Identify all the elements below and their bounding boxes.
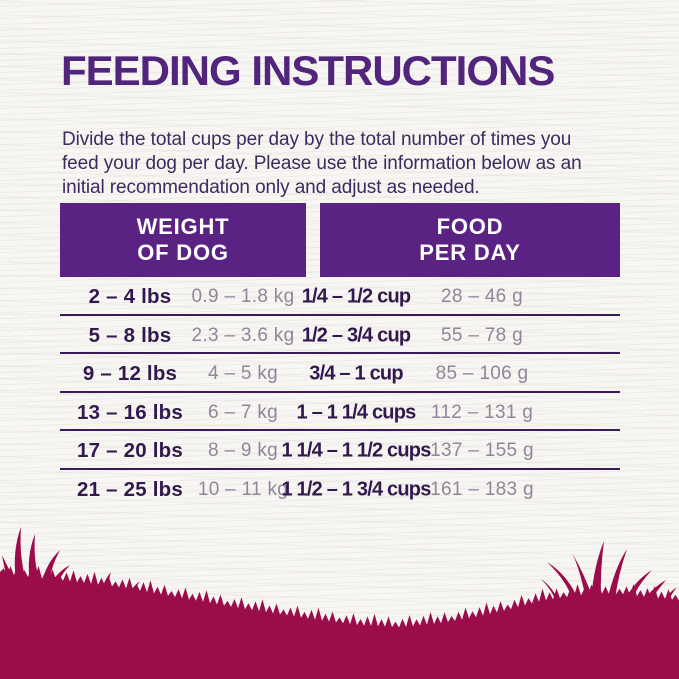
table-row: 2 – 4 lbs 0.9 – 1.8 kg 1/4 – 1/2 cup 28 … bbox=[60, 277, 620, 316]
food-cups-cell: 1 1/2 – 1 3/4 cups bbox=[281, 478, 431, 501]
grass-blade-icon bbox=[607, 549, 627, 601]
weight-lbs-cell: 17 – 20 lbs bbox=[77, 439, 183, 463]
grass-blade-icon bbox=[2, 555, 14, 580]
weight-lbs-cell: 9 – 12 lbs bbox=[82, 362, 178, 386]
food-grams-cell: 137 – 155 g bbox=[430, 440, 534, 462]
table-row: 13 – 16 lbs 6 – 7 kg 1 – 1 1/4 cups 112 … bbox=[60, 393, 620, 431]
grass-blade-icon bbox=[49, 565, 70, 586]
grass-blade-icon bbox=[541, 579, 560, 604]
grass-blade-icon bbox=[547, 562, 579, 601]
food-grams-cell: 85 – 106 g bbox=[435, 363, 529, 385]
food-cups-cell: 1/2 – 3/4 cup bbox=[301, 324, 411, 347]
weight-lbs-cell: 5 – 8 lbs bbox=[88, 323, 172, 347]
weight-kg-cell: 0.9 – 1.8 kg bbox=[191, 286, 295, 308]
header-line: PER DAY bbox=[419, 240, 521, 265]
weight-kg-cell: 10 – 11 kg bbox=[197, 478, 289, 500]
table-row: 9 – 12 lbs 4 – 5 kg 3/4 – 1 cup 85 – 106… bbox=[60, 354, 620, 393]
grass-blade-icon bbox=[14, 527, 26, 581]
grass-blade-icon bbox=[591, 541, 604, 599]
table-row: 17 – 20 lbs 8 – 9 kg 1 1/4 – 1 1/2 cups … bbox=[60, 431, 620, 470]
food-cups-cell: 3/4 – 1 cup bbox=[309, 362, 403, 385]
food-cups-cell: 1 – 1 1/4 cups bbox=[296, 401, 417, 424]
food-grams-cell: 55 – 78 g bbox=[441, 324, 523, 346]
grass-blade-icon bbox=[659, 587, 677, 607]
feeding-table-body: 2 – 4 lbs 0.9 – 1.8 kg 1/4 – 1/2 cup 28 … bbox=[60, 277, 620, 506]
header-line: FOOD bbox=[436, 214, 504, 239]
food-grams-cell: 28 – 46 g bbox=[441, 286, 523, 308]
food-cups-cell: 1 1/4 – 1 1/2 cups bbox=[281, 439, 431, 462]
grass-blade-icon bbox=[623, 570, 652, 603]
header-line: WEIGHT bbox=[136, 214, 230, 239]
food-grams-cell: 161 – 183 g bbox=[430, 478, 534, 500]
food-grams-cell: 112 – 131 g bbox=[430, 401, 534, 423]
food-per-day-header: FOOD PER DAY bbox=[320, 203, 620, 277]
instructions-line: initial recommendation only and adjust a… bbox=[62, 176, 480, 198]
table-row: 5 – 8 lbs 2.3 – 3.6 kg 1/2 – 3/4 cup 55 … bbox=[60, 316, 620, 354]
weight-kg-cell: 4 – 5 kg bbox=[207, 363, 279, 385]
grass-blade-icon bbox=[41, 550, 60, 585]
weight-lbs-cell: 2 – 4 lbs bbox=[88, 285, 172, 309]
grass-blade-icon bbox=[28, 534, 40, 583]
grass-blade-icon bbox=[126, 581, 140, 598]
weight-kg-cell: 6 – 7 kg bbox=[207, 401, 279, 423]
weight-kg-cell: 2.3 – 3.6 kg bbox=[191, 324, 295, 346]
weight-of-dog-header: WEIGHT OF DOG bbox=[60, 203, 306, 277]
page-title: FEEDING INSTRUCTIONS bbox=[61, 47, 555, 94]
grass-decoration bbox=[0, 527, 679, 679]
food-cups-cell: 1/4 – 1/2 cup bbox=[301, 285, 411, 308]
grass-blade-icon bbox=[572, 553, 593, 600]
grass-blade-icon bbox=[100, 572, 111, 594]
table-row: 21 – 25 lbs 10 – 11 kg 1 1/2 – 1 3/4 cup… bbox=[60, 470, 620, 507]
grass-blade-icon bbox=[639, 580, 666, 605]
instructions-line: feed your dog per day. Please use the in… bbox=[62, 152, 582, 174]
weight-lbs-cell: 21 – 25 lbs bbox=[77, 477, 183, 501]
instructions-text: Divide the total cups per day by the tot… bbox=[62, 128, 582, 199]
weight-kg-cell: 8 – 9 kg bbox=[207, 440, 279, 462]
weight-lbs-cell: 13 – 16 lbs bbox=[77, 400, 183, 424]
instructions-line: Divide the total cups per day by the tot… bbox=[62, 129, 572, 150]
header-line: OF DOG bbox=[137, 240, 229, 265]
